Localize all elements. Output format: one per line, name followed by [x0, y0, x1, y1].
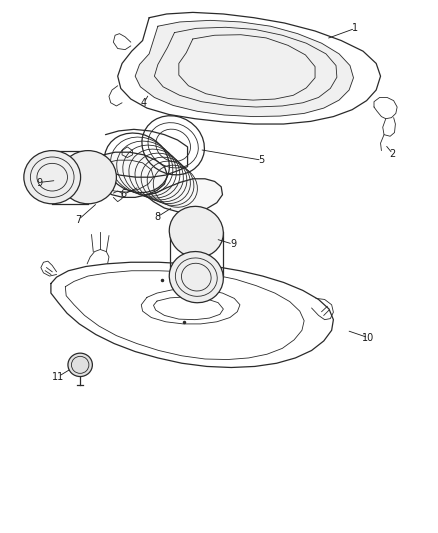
Polygon shape	[118, 12, 381, 124]
Polygon shape	[135, 20, 353, 117]
Text: 6: 6	[121, 189, 127, 199]
Text: 7: 7	[75, 215, 81, 225]
Text: 10: 10	[362, 333, 374, 343]
Ellipse shape	[60, 151, 117, 204]
Text: 9: 9	[36, 177, 42, 188]
Text: 2: 2	[390, 149, 396, 159]
Text: 8: 8	[154, 212, 160, 222]
Text: 5: 5	[259, 155, 265, 165]
Polygon shape	[90, 152, 167, 197]
Ellipse shape	[24, 151, 81, 204]
Text: 1: 1	[352, 23, 358, 34]
Text: 11: 11	[52, 372, 64, 382]
Polygon shape	[51, 262, 333, 368]
Text: 9: 9	[230, 239, 236, 249]
Polygon shape	[145, 179, 223, 212]
Ellipse shape	[169, 206, 223, 257]
Text: 4: 4	[141, 98, 147, 108]
Ellipse shape	[68, 353, 92, 376]
Ellipse shape	[169, 252, 223, 303]
